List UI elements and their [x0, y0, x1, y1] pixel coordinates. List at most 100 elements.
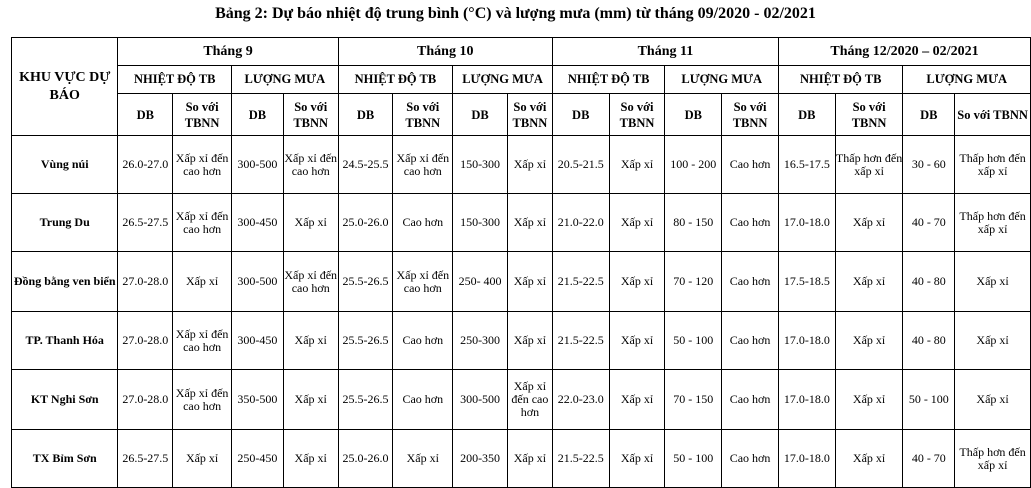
- value-cell: 300-450: [231, 311, 284, 370]
- value-cell: 26.5-27.5: [117, 429, 174, 488]
- db-header: DB: [452, 93, 508, 136]
- value-cell: 70 - 150: [664, 369, 723, 430]
- comparison-cell: Xấp xỉ: [834, 251, 904, 312]
- table-row: Vùng núi 26.0-27.0 Xấp xỉ đến cao hơn 300-5…: [10, 135, 1031, 194]
- comparison-cell: Xấp xỉ: [282, 193, 339, 252]
- comparison-cell: Xấp xỉ: [282, 369, 339, 430]
- value-cell: 80 - 150: [664, 193, 723, 252]
- table-row: KT Nghi Sơn 27.0-28.0 Xấp xỉ đến cao hơn 35…: [10, 369, 1031, 430]
- value-cell: 21.5-22.5: [551, 311, 610, 370]
- table-row: TX Bỉm Sơn 26.5-27.5 Xấp xỉ 250-450 Xấp xỉ 25…: [10, 429, 1031, 488]
- temp-header: NHIỆT ĐỘ TB: [337, 65, 454, 94]
- value-cell: 250- 400: [452, 251, 508, 312]
- comparison-cell: Xấp xỉ: [608, 311, 666, 370]
- db-header: DB: [117, 93, 174, 136]
- db-header: DB: [337, 93, 394, 136]
- period-header-oct: Tháng 10: [337, 37, 553, 66]
- compare-header: So với TBNN: [506, 93, 553, 136]
- value-cell: 50 - 100: [664, 429, 723, 488]
- value-cell: 350-500: [231, 369, 284, 430]
- page: Bảng 2: Dự báo nhiệt độ trung bình (°C) …: [10, 5, 1031, 488]
- comparison-cell: Xấp xỉ: [282, 429, 339, 488]
- comparison-cell: Xấp xỉ: [608, 135, 666, 194]
- value-cell: 70 - 120: [664, 251, 723, 312]
- value-cell: 250-450: [231, 429, 284, 488]
- db-header: DB: [777, 93, 836, 136]
- period-header-sep: Tháng 9: [117, 37, 339, 66]
- value-cell: 100 - 200: [664, 135, 723, 194]
- value-cell: 17.0-18.0: [777, 429, 836, 488]
- value-cell: 40 - 70: [902, 193, 956, 252]
- value-cell: 40 - 70: [902, 429, 956, 488]
- table-row: Trung Du 26.5-27.5 Xấp xỉ đến cao hơn 300-4…: [10, 193, 1031, 252]
- comparison-cell: Cao hơn: [392, 369, 454, 430]
- comparison-cell: Xấp xỉ đến cao hơn: [172, 369, 233, 430]
- comparison-cell: Cao hơn: [392, 311, 454, 370]
- sub-header-row: DB So với TBNN DB So với TBNN DB So với TBNN D…: [12, 93, 1031, 136]
- table-title: Bảng 2: Dự báo nhiệt độ trung bình (°C) …: [215, 5, 816, 22]
- value-cell: 25.5-26.5: [337, 369, 394, 430]
- comparison-cell: Xấp xỉ: [834, 429, 904, 488]
- comparison-cell: Xấp xỉ: [392, 429, 454, 488]
- comparison-cell: Xấp xỉ: [954, 369, 1031, 430]
- compare-header: So với TBNN: [834, 93, 904, 136]
- comparison-cell: Cao hơn: [721, 193, 779, 252]
- temp-header: NHIỆT ĐỘ TB: [117, 65, 233, 94]
- value-cell: 300-500: [231, 251, 284, 312]
- comparison-cell: Cao hơn: [721, 311, 779, 370]
- table-row: TP. Thanh Hóa 27.0-28.0 Xấp xỉ đến cao hơn…: [10, 311, 1031, 370]
- comparison-cell: Xấp xỉ: [506, 251, 553, 312]
- region-cell: Trung Du: [10, 193, 119, 252]
- comparison-cell: Xấp xỉ đến cao hơn: [172, 135, 233, 194]
- value-cell: 21.0-22.0: [551, 193, 610, 252]
- value-cell: 150-300: [452, 135, 508, 194]
- comparison-cell: Xấp xỉ đến cao hơn: [172, 311, 233, 370]
- comparison-cell: Xấp xỉ đến cao hơn: [392, 135, 454, 194]
- comparison-cell: Cao hơn: [721, 369, 779, 430]
- period-header-nov: Tháng 11: [551, 37, 779, 66]
- value-cell: 27.0-28.0: [117, 311, 174, 370]
- value-cell: 17.0-18.0: [777, 369, 836, 430]
- table-row: Đồng bằng ven biển 27.0-28.0 Xấp xỉ 300-500…: [10, 251, 1031, 312]
- comparison-cell: Xấp xỉ: [506, 311, 553, 370]
- value-cell: 27.0-28.0: [117, 369, 174, 430]
- value-cell: 250-300: [452, 311, 508, 370]
- value-cell: 150-300: [452, 193, 508, 252]
- comparison-cell: Xấp xỉ: [172, 429, 233, 488]
- table-body: Vùng núi 26.0-27.0 Xấp xỉ đến cao hơn 300-5…: [10, 135, 1031, 488]
- value-cell: 26.0-27.0: [117, 135, 174, 194]
- value-cell: 40 - 80: [902, 251, 956, 312]
- compare-header: So với TBNN: [954, 93, 1031, 136]
- comparison-cell: Xấp xỉ đến cao hơn: [282, 135, 339, 194]
- comparison-cell: Xấp xỉ: [834, 193, 904, 252]
- comparison-cell: Xấp xỉ đến cao hơn: [506, 369, 553, 430]
- comparison-cell: Xấp xỉ: [608, 369, 666, 430]
- value-cell: 21.5-22.5: [551, 429, 610, 488]
- value-cell: 17.0-18.0: [777, 193, 836, 252]
- value-cell: 22.0-23.0: [551, 369, 610, 430]
- value-cell: 17.5-18.5: [777, 251, 836, 312]
- comparison-cell: Thấp hơn đến xấp xỉ: [834, 135, 904, 194]
- value-cell: 300-500: [231, 135, 284, 194]
- comparison-cell: Cao hơn: [721, 251, 779, 312]
- comparison-cell: Xấp xỉ: [506, 135, 553, 194]
- value-cell: 200-350: [452, 429, 508, 488]
- comparison-cell: Xấp xỉ: [954, 251, 1031, 312]
- comparison-cell: Cao hơn: [392, 193, 454, 252]
- value-cell: 21.5-22.5: [551, 251, 610, 312]
- comparison-cell: Xấp xỉ: [506, 193, 553, 252]
- comparison-cell: Cao hơn: [721, 429, 779, 488]
- compare-header: So với TBNN: [172, 93, 233, 136]
- value-cell: 300-450: [231, 193, 284, 252]
- region-cell: KT Nghi Sơn: [10, 369, 119, 430]
- comparison-cell: Xấp xỉ: [954, 311, 1031, 370]
- value-cell: 24.5-25.5: [337, 135, 394, 194]
- value-cell: 300-500: [452, 369, 508, 430]
- value-cell: 16.5-17.5: [777, 135, 836, 194]
- compare-header: So với TBNN: [392, 93, 454, 136]
- comparison-cell: Thấp hơn đến xấp xỉ: [954, 193, 1031, 252]
- value-cell: 20.5-21.5: [551, 135, 610, 194]
- comparison-cell: Xấp xỉ: [834, 311, 904, 370]
- rain-header: LƯỢNG MƯA: [452, 65, 553, 94]
- region-cell: TP. Thanh Hóa: [10, 311, 119, 370]
